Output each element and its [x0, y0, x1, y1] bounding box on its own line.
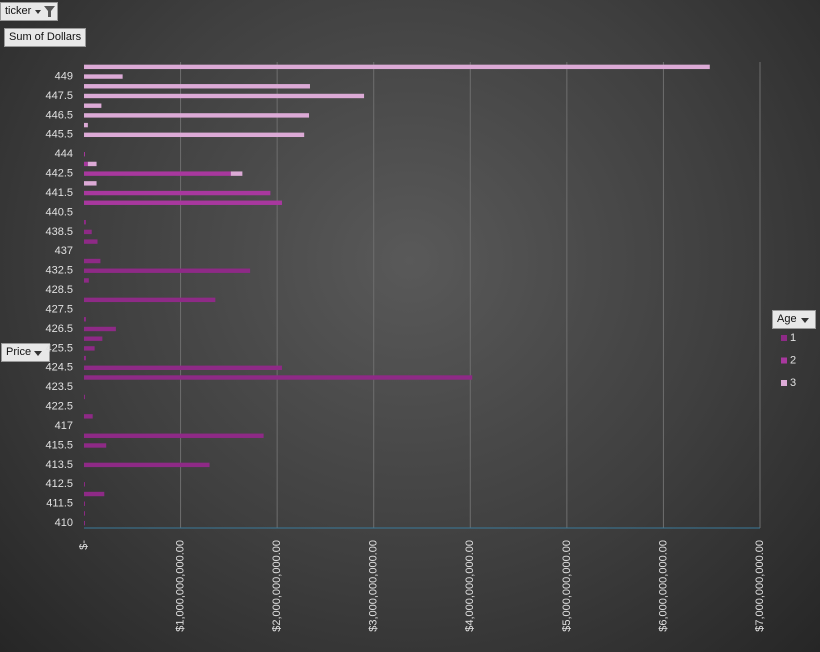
value-field-button[interactable]: Sum of Dollars	[4, 28, 87, 47]
bar-segment	[84, 74, 123, 79]
legend-title: Age	[777, 313, 797, 325]
x-tick-label: $3,000,000,000.00	[368, 540, 380, 632]
legend-label: 3	[790, 377, 796, 389]
bar-segment	[84, 239, 98, 244]
bar-segment	[84, 355, 86, 361]
x-tick-label: $6,000,000,000.00	[657, 540, 669, 632]
bar-segment	[84, 346, 95, 351]
y-tick-label: 426.5	[45, 323, 73, 335]
bar-segment	[230, 171, 243, 176]
y-tick-label: 442.5	[45, 168, 73, 180]
bar-segment	[84, 511, 85, 516]
bar-segment	[84, 200, 282, 205]
bar-segment	[84, 229, 92, 235]
bar-segment	[84, 84, 310, 89]
bar-segment	[84, 317, 86, 322]
y-tick-label: 446.5	[45, 109, 73, 121]
bar-segment	[84, 113, 310, 118]
bar-segment	[84, 132, 305, 138]
legend-label: 2	[790, 354, 796, 366]
value-field-label: Sum of Dollars	[9, 31, 82, 43]
bar-segment	[87, 161, 97, 167]
y-tick-label: 447.5	[45, 90, 73, 102]
filter-button[interactable]: ticker	[0, 2, 59, 21]
bar-segment	[84, 258, 101, 264]
y-tick-label: 449	[55, 70, 73, 82]
bar-segment	[84, 171, 231, 176]
bar-segment	[84, 181, 97, 186]
filter-label: ticker	[5, 5, 32, 17]
bar-segment	[84, 278, 89, 283]
axis-field-label: Price	[6, 346, 32, 358]
bar-segment	[84, 93, 365, 99]
bar-segment	[84, 326, 116, 332]
bar-segment	[84, 414, 93, 419]
y-tick-label: 413.5	[45, 459, 73, 471]
bar-segment	[84, 394, 85, 400]
bar-segment	[84, 433, 264, 438]
bar-segment	[84, 375, 473, 380]
bar-segment	[84, 365, 282, 371]
dropdown-arrow	[34, 351, 42, 356]
bar-segment	[84, 122, 88, 128]
y-tick-label: 437	[55, 245, 73, 257]
x-tick-label: $7,000,000,000.00	[754, 540, 766, 632]
axis-field-button[interactable]: Price	[1, 343, 51, 362]
y-tick-label: 440.5	[45, 206, 73, 218]
bar-segment	[84, 501, 85, 506]
bar-segment	[84, 520, 85, 526]
bar-segment	[84, 491, 105, 497]
y-tick-label: 410	[55, 517, 73, 529]
bar-segment	[84, 219, 86, 225]
y-tick-label: 417	[55, 420, 73, 432]
bar-segment	[84, 297, 216, 303]
y-tick-label: 432.5	[45, 265, 73, 277]
bar-segment	[84, 152, 85, 157]
legend-swatch	[781, 335, 787, 341]
bar-segment	[84, 462, 210, 468]
y-tick-label: 428.5	[45, 284, 73, 296]
bar-segment	[84, 103, 102, 108]
legend-label: 1	[790, 332, 796, 344]
y-tick-label: 412.5	[45, 478, 73, 490]
x-tick-label: $-	[78, 540, 90, 550]
bar-segment	[84, 443, 107, 448]
y-tick-label: 441.5	[45, 187, 73, 199]
y-tick-label: 411.5	[46, 498, 73, 510]
y-tick-label: 422.5	[45, 401, 73, 413]
y-tick-label: 424.5	[45, 362, 73, 374]
dropdown-arrow	[801, 318, 809, 323]
y-tick-label: 445.5	[45, 129, 73, 141]
bar-segment	[84, 268, 251, 273]
bar-segment	[84, 482, 85, 487]
x-tick-label: $4,000,000,000.00	[464, 540, 476, 632]
y-tick-label: 444	[55, 148, 73, 160]
y-tick-label: 427.5	[45, 303, 73, 315]
y-tick-label: 438.5	[45, 226, 73, 238]
x-tick-label: $5,000,000,000.00	[561, 540, 573, 632]
legend-swatch	[781, 380, 787, 386]
x-tick-label: $1,000,000,000.00	[174, 540, 186, 632]
y-tick-label: 423.5	[45, 381, 73, 393]
bar-segment	[84, 161, 88, 167]
bar-segment	[84, 64, 710, 70]
filter-icon	[35, 6, 55, 17]
bar-segment	[84, 190, 271, 196]
legend-swatch	[781, 357, 787, 364]
legend-title-button[interactable]: Age	[772, 310, 816, 329]
x-tick-label: $2,000,000,000.00	[271, 540, 283, 632]
y-tick-label: 415.5	[45, 439, 73, 451]
bar-segment	[84, 336, 103, 341]
